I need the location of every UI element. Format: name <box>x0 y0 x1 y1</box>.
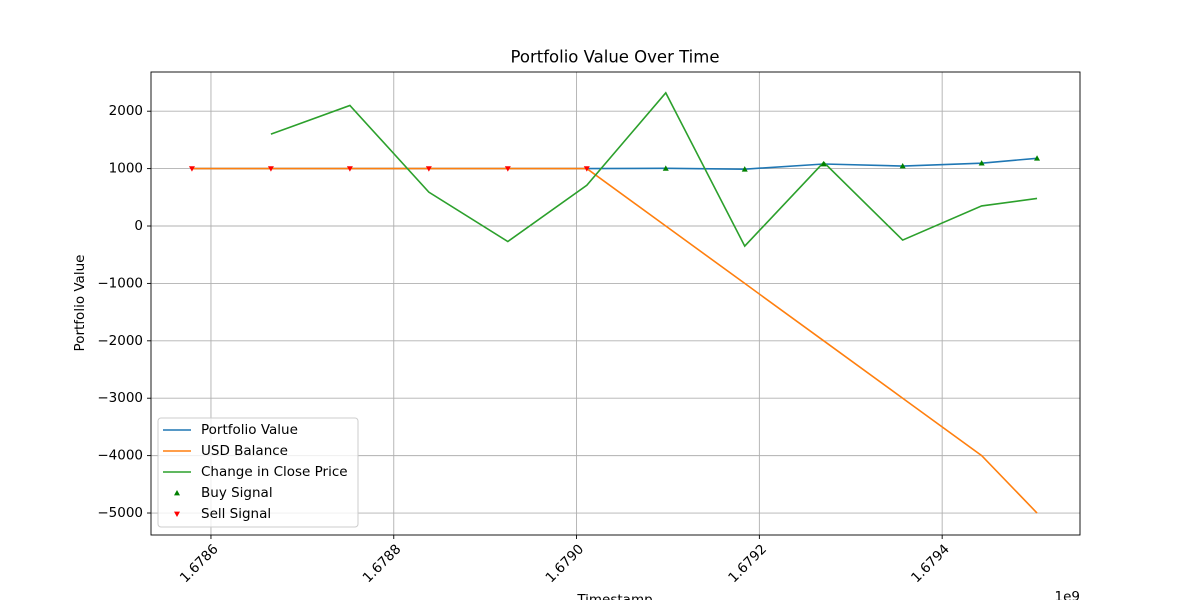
y-tick-label: 0 <box>134 218 143 234</box>
y-tick-label: −5000 <box>97 505 143 521</box>
plot-frame <box>150 71 1081 536</box>
legend-label: USD Balance <box>201 443 288 459</box>
signal-marker <box>583 166 590 172</box>
signal-marker <box>1034 155 1041 161</box>
y-tick-label: 1000 <box>109 161 143 177</box>
y-tick-label: 2000 <box>109 103 143 119</box>
signal-marker <box>188 166 195 172</box>
x-offset-label: 1e9 <box>1055 589 1080 600</box>
y-axis-label: Portfolio Value <box>72 255 88 352</box>
legend-swatch <box>174 490 180 496</box>
signal-marker <box>425 166 432 172</box>
legend-label: Portfolio Value <box>201 422 298 438</box>
signal-marker <box>820 161 827 167</box>
signal-marker <box>504 166 511 172</box>
y-tick-label: −1000 <box>97 275 143 291</box>
signal-marker <box>741 166 748 172</box>
signal-marker <box>346 166 353 172</box>
line-series <box>191 167 1038 514</box>
signal-marker <box>267 166 274 172</box>
legend-label: Sell Signal <box>201 506 271 522</box>
signal-marker <box>978 160 985 166</box>
legend-box <box>157 417 359 528</box>
y-tick-label: −3000 <box>97 390 143 406</box>
legend-label: Buy Signal <box>201 485 273 501</box>
signal-marker <box>899 163 906 169</box>
y-tick-label: −4000 <box>97 448 143 464</box>
y-tick-label: −2000 <box>97 333 143 349</box>
legend-swatch <box>174 511 180 517</box>
legend-label: Change in Close Price <box>201 464 348 480</box>
signal-marker <box>662 165 669 171</box>
line-series <box>270 91 1038 248</box>
chart-title: Portfolio Value Over Time <box>511 48 720 67</box>
x-axis-label: Timestamp <box>576 592 652 600</box>
